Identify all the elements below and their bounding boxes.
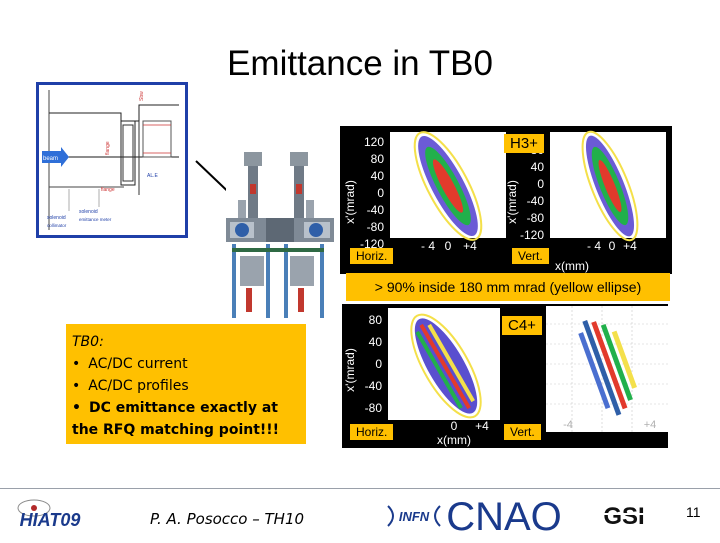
logo-text: CNAO: [446, 495, 562, 536]
bottom-emittance-plots: x'(mrad) 80 40 0 -40 -80 0 +4 x(mm): [343, 306, 668, 447]
top-left-y-axis-label: x'(mrad): [343, 180, 357, 224]
y-tick-label: 40: [531, 160, 545, 174]
logo-text: HIAT09: [20, 510, 81, 530]
bottom-y-axis-label: x'(mrad): [343, 348, 357, 392]
y-tick-label: 120: [364, 135, 384, 149]
x-tick-label: +4: [463, 239, 477, 253]
x-tick-label: +4: [644, 419, 657, 431]
schematic-drawing: beam flange solenoid solenoid Sbw AL.E f…: [39, 85, 185, 235]
c4-ion-label: C4+: [502, 316, 542, 335]
bottom-right-beam-distribution: [578, 320, 637, 416]
logo-text: INFN: [399, 509, 430, 524]
beamline-schematic: beam flange solenoid solenoid Sbw AL.E f…: [36, 82, 188, 238]
y-tick-label: -40: [365, 379, 383, 393]
hiat09-logo: HIAT09: [4, 494, 96, 538]
y-tick-label: 0: [377, 186, 384, 200]
top-vert-label: Vert.: [512, 248, 549, 264]
tb0-feature-list: AC/DC current AC/DC profiles DC emittanc…: [72, 353, 300, 441]
bottom-vert-label: Vert.: [504, 424, 541, 440]
acceptance-note: > 90% inside 180 mm mrad (yellow ellipse…: [346, 273, 670, 301]
schematic-label: flange: [105, 141, 111, 155]
top-horiz-label: Horiz.: [350, 248, 394, 264]
footer-divider: [0, 488, 720, 489]
y-tick-label: -80: [367, 220, 385, 234]
x-tick-label: +4: [475, 419, 489, 433]
bottom-horiz-label: Horiz.: [350, 424, 394, 440]
y-tick-label: 80: [369, 313, 383, 327]
top-emittance-plots: x'(mrad) 120 80 40 0 -40 -80 -120 - 4 0 …: [343, 130, 666, 273]
x-tick-label: +4: [623, 239, 637, 253]
y-tick-label: -120: [520, 228, 544, 242]
y-tick-label: 40: [371, 169, 385, 183]
top-right-beam-distribution: [581, 130, 639, 242]
infn-logo: INFN: [384, 500, 444, 532]
list-item: AC/DC profiles: [72, 375, 300, 397]
top-emittance-panel: x'(mrad) 120 80 40 0 -40 -80 -120 - 4 0 …: [340, 126, 672, 274]
acceptance-ellipse: [413, 131, 483, 241]
y-tick-label: 40: [369, 335, 383, 349]
author-credit: P. A. Posocco – TH10: [150, 510, 305, 528]
bottom-left-beam-distribution: [410, 313, 482, 419]
list-item: AC/DC current: [72, 353, 300, 375]
x-tick-label: - 4: [587, 239, 601, 253]
schematic-label: solenoid: [79, 209, 98, 215]
slide-title: Emittance in TB0: [227, 44, 493, 83]
y-tick-label: 0: [537, 177, 544, 191]
x-tick-label: -4: [563, 419, 573, 431]
y-tick-label: -120: [360, 237, 384, 251]
cnao-logo: CNAO: [444, 492, 564, 539]
h3-ion-label: H3+: [504, 134, 544, 153]
tb0-note: TB0: AC/DC current AC/DC profiles DC emi…: [66, 324, 306, 444]
x-tick-label: 0: [445, 239, 452, 253]
y-tick-label: -40: [367, 203, 385, 217]
top-left-beam-distribution: [413, 131, 483, 241]
y-tick-label: 0: [375, 357, 382, 371]
schematic-label: flange: [101, 187, 115, 193]
x-tick-label: - 4: [421, 239, 435, 253]
x-tick-label: 0: [609, 239, 616, 253]
emittance-meter-photo: [226, 148, 336, 320]
top-right-y-axis-label: x'(mrad): [505, 180, 519, 224]
gsi-logo: GSI: [586, 500, 666, 530]
top-x-axis-label: x(mm): [555, 259, 589, 273]
page-number: 11: [686, 504, 701, 520]
schematic-label: collimator: [47, 223, 67, 228]
y-tick-label: -40: [527, 194, 545, 208]
logo-text: GSI: [603, 503, 644, 530]
y-tick-label: -80: [365, 401, 383, 415]
acceptance-ellipse: [410, 313, 482, 419]
list-item: DC emittance exactly at the RFQ matching…: [72, 397, 300, 441]
schematic-label: AL.E: [147, 173, 159, 179]
bottom-emittance-panel: x'(mrad) 80 40 0 -40 -80 0 +4 x(mm): [342, 304, 668, 448]
x-tick-label: 0: [451, 419, 458, 433]
y-tick-label: 80: [371, 152, 385, 166]
schematic-label: solenoid: [47, 215, 66, 221]
bottom-right-plot-area: [546, 306, 668, 432]
schematic-label: beam: [43, 156, 58, 162]
tb0-heading: TB0:: [72, 334, 104, 350]
bottom-x-axis-label: x(mm): [437, 433, 471, 447]
acceptance-ellipse: [581, 130, 639, 242]
schematic-label: emittance meter: [79, 217, 112, 222]
y-tick-label: -80: [527, 211, 545, 225]
schematic-label: Sbw: [139, 91, 145, 101]
